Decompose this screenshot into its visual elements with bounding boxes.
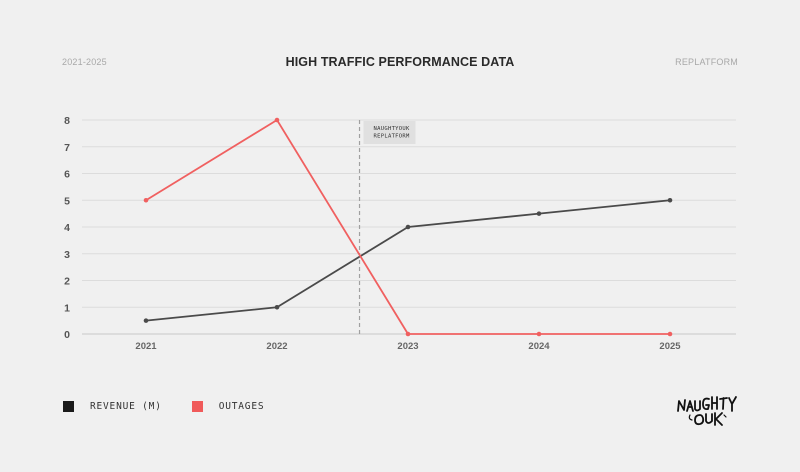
chart-title: HIGH TRAFFIC PERFORMANCE DATA: [285, 55, 515, 69]
data-point-outages: [405, 331, 411, 337]
annotation-text: NAUGHTYOUK: [374, 126, 411, 132]
date-range-label: 2021-2025: [62, 57, 107, 67]
data-point-revenue: [405, 224, 411, 230]
y-tick-label: 5: [64, 195, 70, 207]
data-point-revenue: [143, 318, 149, 323]
y-tick-label: 6: [64, 169, 70, 181]
x-tick-label: 2024: [528, 341, 550, 352]
y-tick-label: 7: [64, 142, 70, 154]
data-point-revenue: [536, 211, 542, 216]
x-tick-label: 2023: [397, 341, 418, 352]
legend-label-outages: OUTAGES: [218, 401, 265, 412]
data-point-outages: [536, 331, 542, 337]
annotation-box: [363, 121, 416, 144]
naughtyouk-logo-icon: [677, 396, 737, 426]
y-tick-label: 1: [64, 302, 70, 314]
legend-swatch-outages: [191, 401, 203, 412]
annotation-text: REPLATFORM: [374, 134, 411, 140]
x-tick-label: 2025: [659, 341, 681, 352]
legend-label-revenue: REVENUE (M): [90, 401, 162, 412]
legend: REVENUE (M) OUTAGES: [63, 401, 294, 412]
data-point-outages: [667, 331, 673, 337]
series-line-revenue: [145, 199, 671, 322]
legend-item-revenue[interactable]: REVENUE (M): [63, 401, 162, 412]
data-point-revenue: [274, 304, 280, 310]
legend-item-outages[interactable]: OUTAGES: [191, 401, 265, 412]
y-tick-label: 0: [64, 329, 70, 341]
y-tick-label: 8: [64, 115, 70, 127]
data-point-outages: [143, 197, 149, 203]
brand-label: REPLATFORM: [675, 57, 738, 67]
x-tick-label: 2022: [266, 341, 287, 352]
data-point-outages: [274, 117, 280, 123]
legend-swatch-revenue: [63, 401, 74, 412]
x-tick-label: 2021: [135, 341, 157, 352]
y-tick-label: 4: [64, 222, 70, 234]
y-tick-label: 2: [64, 276, 70, 288]
y-tick-label: 3: [64, 249, 70, 261]
data-point-revenue: [667, 197, 673, 203]
